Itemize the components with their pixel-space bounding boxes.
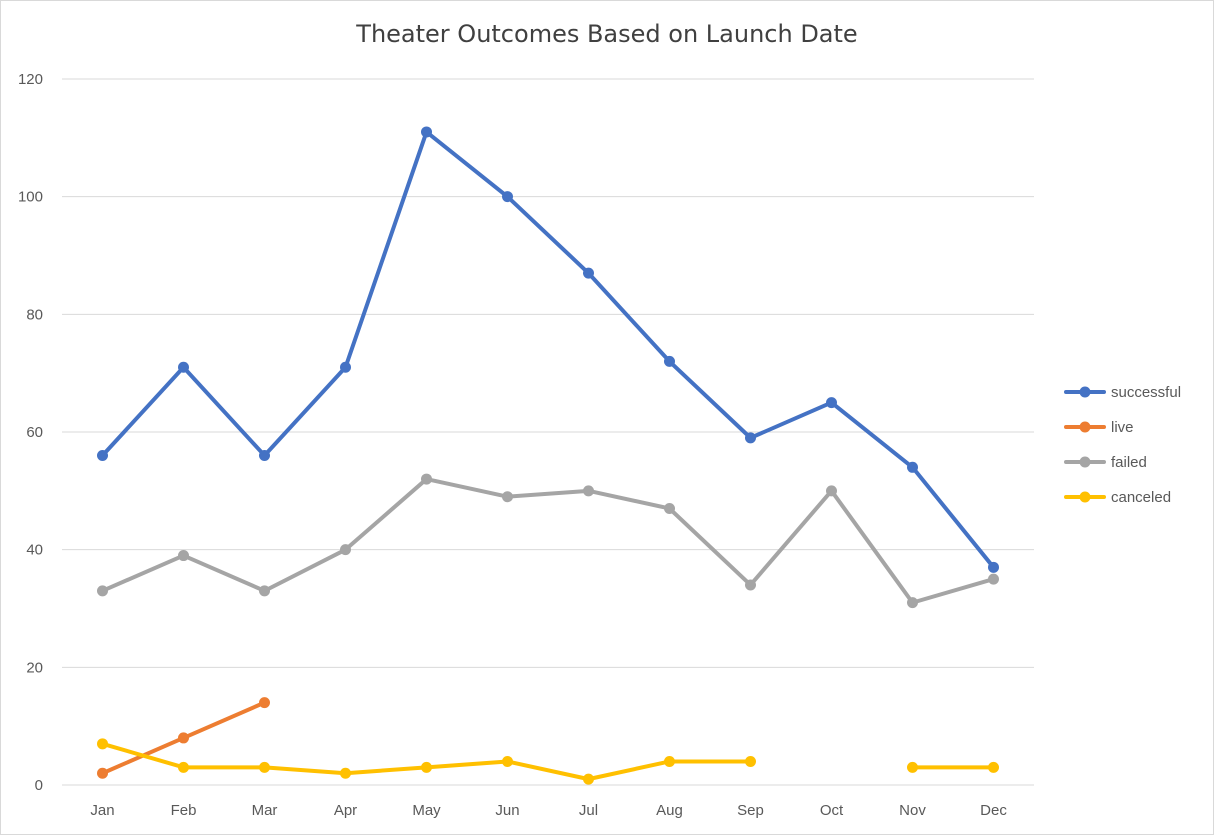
data-point-live	[97, 767, 108, 779]
data-point-failed	[421, 473, 432, 485]
data-point-failed	[259, 585, 270, 597]
legend-label-canceled: canceled	[1111, 489, 1171, 506]
data-point-canceled	[259, 761, 270, 773]
data-point-live	[178, 732, 189, 744]
data-point-canceled	[502, 755, 513, 767]
legend-marker-successful	[1079, 386, 1091, 398]
series-line-failed	[100, 477, 996, 605]
x-tick-label: Aug	[656, 802, 683, 819]
data-point-successful	[421, 126, 432, 138]
x-tick-label: Jun	[495, 802, 519, 819]
data-point-successful	[340, 361, 351, 373]
y-tick-label: 0	[35, 777, 43, 794]
data-point-successful	[907, 461, 918, 473]
data-point-canceled	[178, 761, 189, 773]
data-point-successful	[502, 191, 513, 203]
x-tick-label: Jan	[90, 802, 114, 819]
data-point-canceled	[988, 761, 999, 773]
data-point-live	[259, 697, 270, 709]
data-point-failed	[502, 491, 513, 503]
data-point-failed	[907, 597, 918, 609]
data-point-canceled	[907, 761, 918, 773]
x-tick-label: Nov	[899, 802, 926, 819]
data-point-failed	[178, 550, 189, 562]
data-point-canceled	[745, 755, 756, 767]
x-tick-label: Mar	[252, 802, 278, 819]
data-point-successful	[178, 361, 189, 373]
data-point-successful	[583, 267, 594, 279]
data-point-failed	[583, 485, 594, 497]
y-tick-label: 60	[26, 424, 43, 441]
data-point-canceled	[583, 773, 594, 785]
data-point-successful	[988, 561, 999, 573]
legend-marker-live	[1079, 421, 1091, 433]
x-tick-label: Feb	[171, 802, 197, 819]
legend-label-successful: successful	[1111, 384, 1181, 401]
legend-marker-failed	[1079, 456, 1091, 468]
series-line-successful	[100, 129, 996, 570]
data-point-canceled	[664, 755, 675, 767]
legend-marker-canceled	[1079, 491, 1091, 503]
data-point-canceled	[421, 761, 432, 773]
data-point-failed	[340, 544, 351, 556]
data-point-canceled	[340, 767, 351, 779]
y-tick-label: 100	[18, 189, 43, 206]
x-tick-label: Sep	[737, 802, 764, 819]
y-tick-label: 40	[26, 542, 43, 559]
data-point-successful	[826, 397, 837, 409]
series-line-canceled	[100, 741, 753, 782]
y-tick-label: 80	[26, 306, 43, 323]
x-tick-label: May	[412, 802, 441, 819]
legend-label-failed: failed	[1111, 454, 1147, 471]
data-point-failed	[988, 573, 999, 585]
x-tick-label: Apr	[334, 802, 357, 819]
x-tick-label: Jul	[579, 802, 598, 819]
x-tick-label: Dec	[980, 802, 1007, 819]
x-tick-label: Oct	[820, 802, 844, 819]
data-point-successful	[745, 432, 756, 444]
chart-title: Theater Outcomes Based on Launch Date	[356, 20, 858, 48]
legend-label-live: live	[1111, 419, 1134, 436]
data-point-canceled	[97, 738, 108, 750]
y-tick-label: 120	[18, 71, 43, 88]
data-point-failed	[745, 579, 756, 591]
data-point-failed	[826, 485, 837, 497]
data-point-successful	[259, 450, 270, 462]
data-point-successful	[664, 355, 675, 367]
y-tick-label: 20	[26, 659, 43, 676]
data-point-successful	[97, 450, 108, 462]
data-point-failed	[664, 502, 675, 514]
data-point-failed	[97, 585, 108, 597]
